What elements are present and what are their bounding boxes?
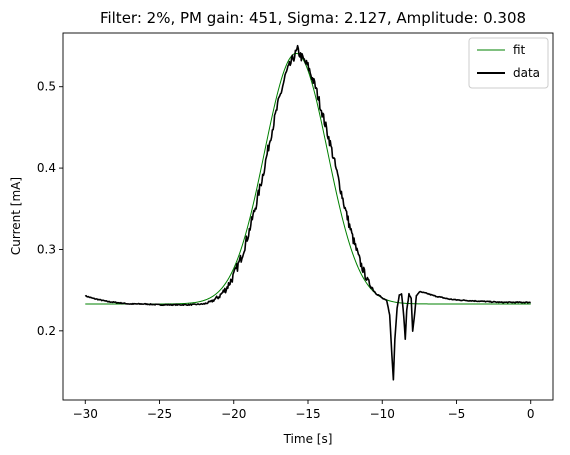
x-tick-label: −10: [370, 407, 395, 421]
legend-box: [468, 37, 549, 89]
y-axis-ticks: 0.2 0.3 0.4 0.5: [37, 80, 63, 338]
y-tick-label: 0.3: [37, 242, 56, 256]
chart-title: Filter: 2%, PM gain: 451, Sigma: 2.127, …: [100, 9, 526, 27]
y-axis-label: Current [mA]: [9, 177, 23, 255]
series-layer: [84, 44, 531, 381]
x-tick-label: −20: [221, 407, 246, 421]
legend-label-fit: fit: [513, 43, 526, 57]
legend-label-data: data: [513, 66, 540, 80]
x-axis-label: Time [s]: [283, 432, 333, 446]
y-tick-label: 0.5: [37, 80, 56, 94]
x-tick-label: −5: [448, 407, 466, 421]
y-tick-label: 0.2: [37, 324, 56, 338]
x-tick-label: −15: [295, 407, 320, 421]
legend: fit data: [468, 37, 549, 89]
series-data-line: [84, 44, 531, 381]
x-tick-label: −30: [73, 407, 98, 421]
x-tick-label: 0: [527, 407, 535, 421]
x-axis-ticks: −30 −25 −20 −15 −10 −5 0: [73, 400, 535, 421]
y-tick-label: 0.4: [37, 161, 56, 175]
x-tick-label: −25: [147, 407, 172, 421]
